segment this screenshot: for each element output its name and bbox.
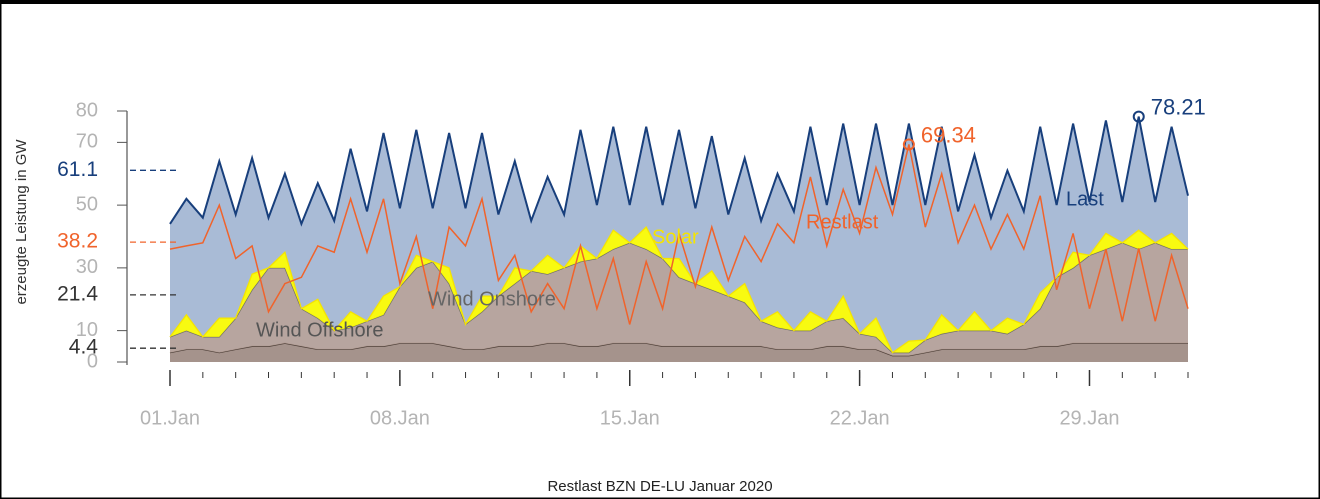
max-marker (1132, 110, 1145, 123)
stacked-area (170, 343, 1188, 362)
y-tick-label: 70 (76, 131, 98, 153)
top-bar (0, 0, 1320, 4)
y-axis-label: erzeugte Leistung in GW (13, 139, 30, 305)
max-label: 69.34 (921, 122, 976, 147)
y-tick-label: 0 (87, 350, 98, 372)
x-tick-label: 22.Jan (830, 407, 890, 429)
series-line (169, 144, 1189, 325)
x-tick-label: 15.Jan (600, 407, 660, 429)
y-tick-label: 50 (76, 193, 98, 215)
y-tick-label: 30 (76, 256, 98, 278)
series-label: Wind Onshore (428, 288, 556, 310)
mean-label: 21.4 (57, 282, 98, 305)
stacked-edge (169, 226, 1189, 354)
mean-label: 61.1 (57, 158, 98, 181)
y-tick-label: 10 (76, 319, 98, 341)
max-marker (902, 138, 915, 151)
y-tick-label: 80 (76, 99, 98, 121)
mean-label: 4.4 (69, 336, 99, 359)
x-tick-label: 29.Jan (1059, 407, 1119, 429)
x-tick-label: 01.Jan (140, 407, 200, 429)
chart-title: Restlast BZN DE-LU Januar 2020 (547, 478, 772, 495)
series-label: Wind Offshore (256, 319, 383, 341)
max-label: 78.21 (1151, 94, 1206, 119)
series-label: Last (1066, 188, 1104, 210)
series-label: Solar (652, 226, 699, 248)
series-line (169, 116, 1189, 227)
x-tick-label: 08.Jan (370, 407, 430, 429)
series-label: Restlast (806, 211, 879, 233)
mean-label: 38.2 (57, 230, 98, 253)
